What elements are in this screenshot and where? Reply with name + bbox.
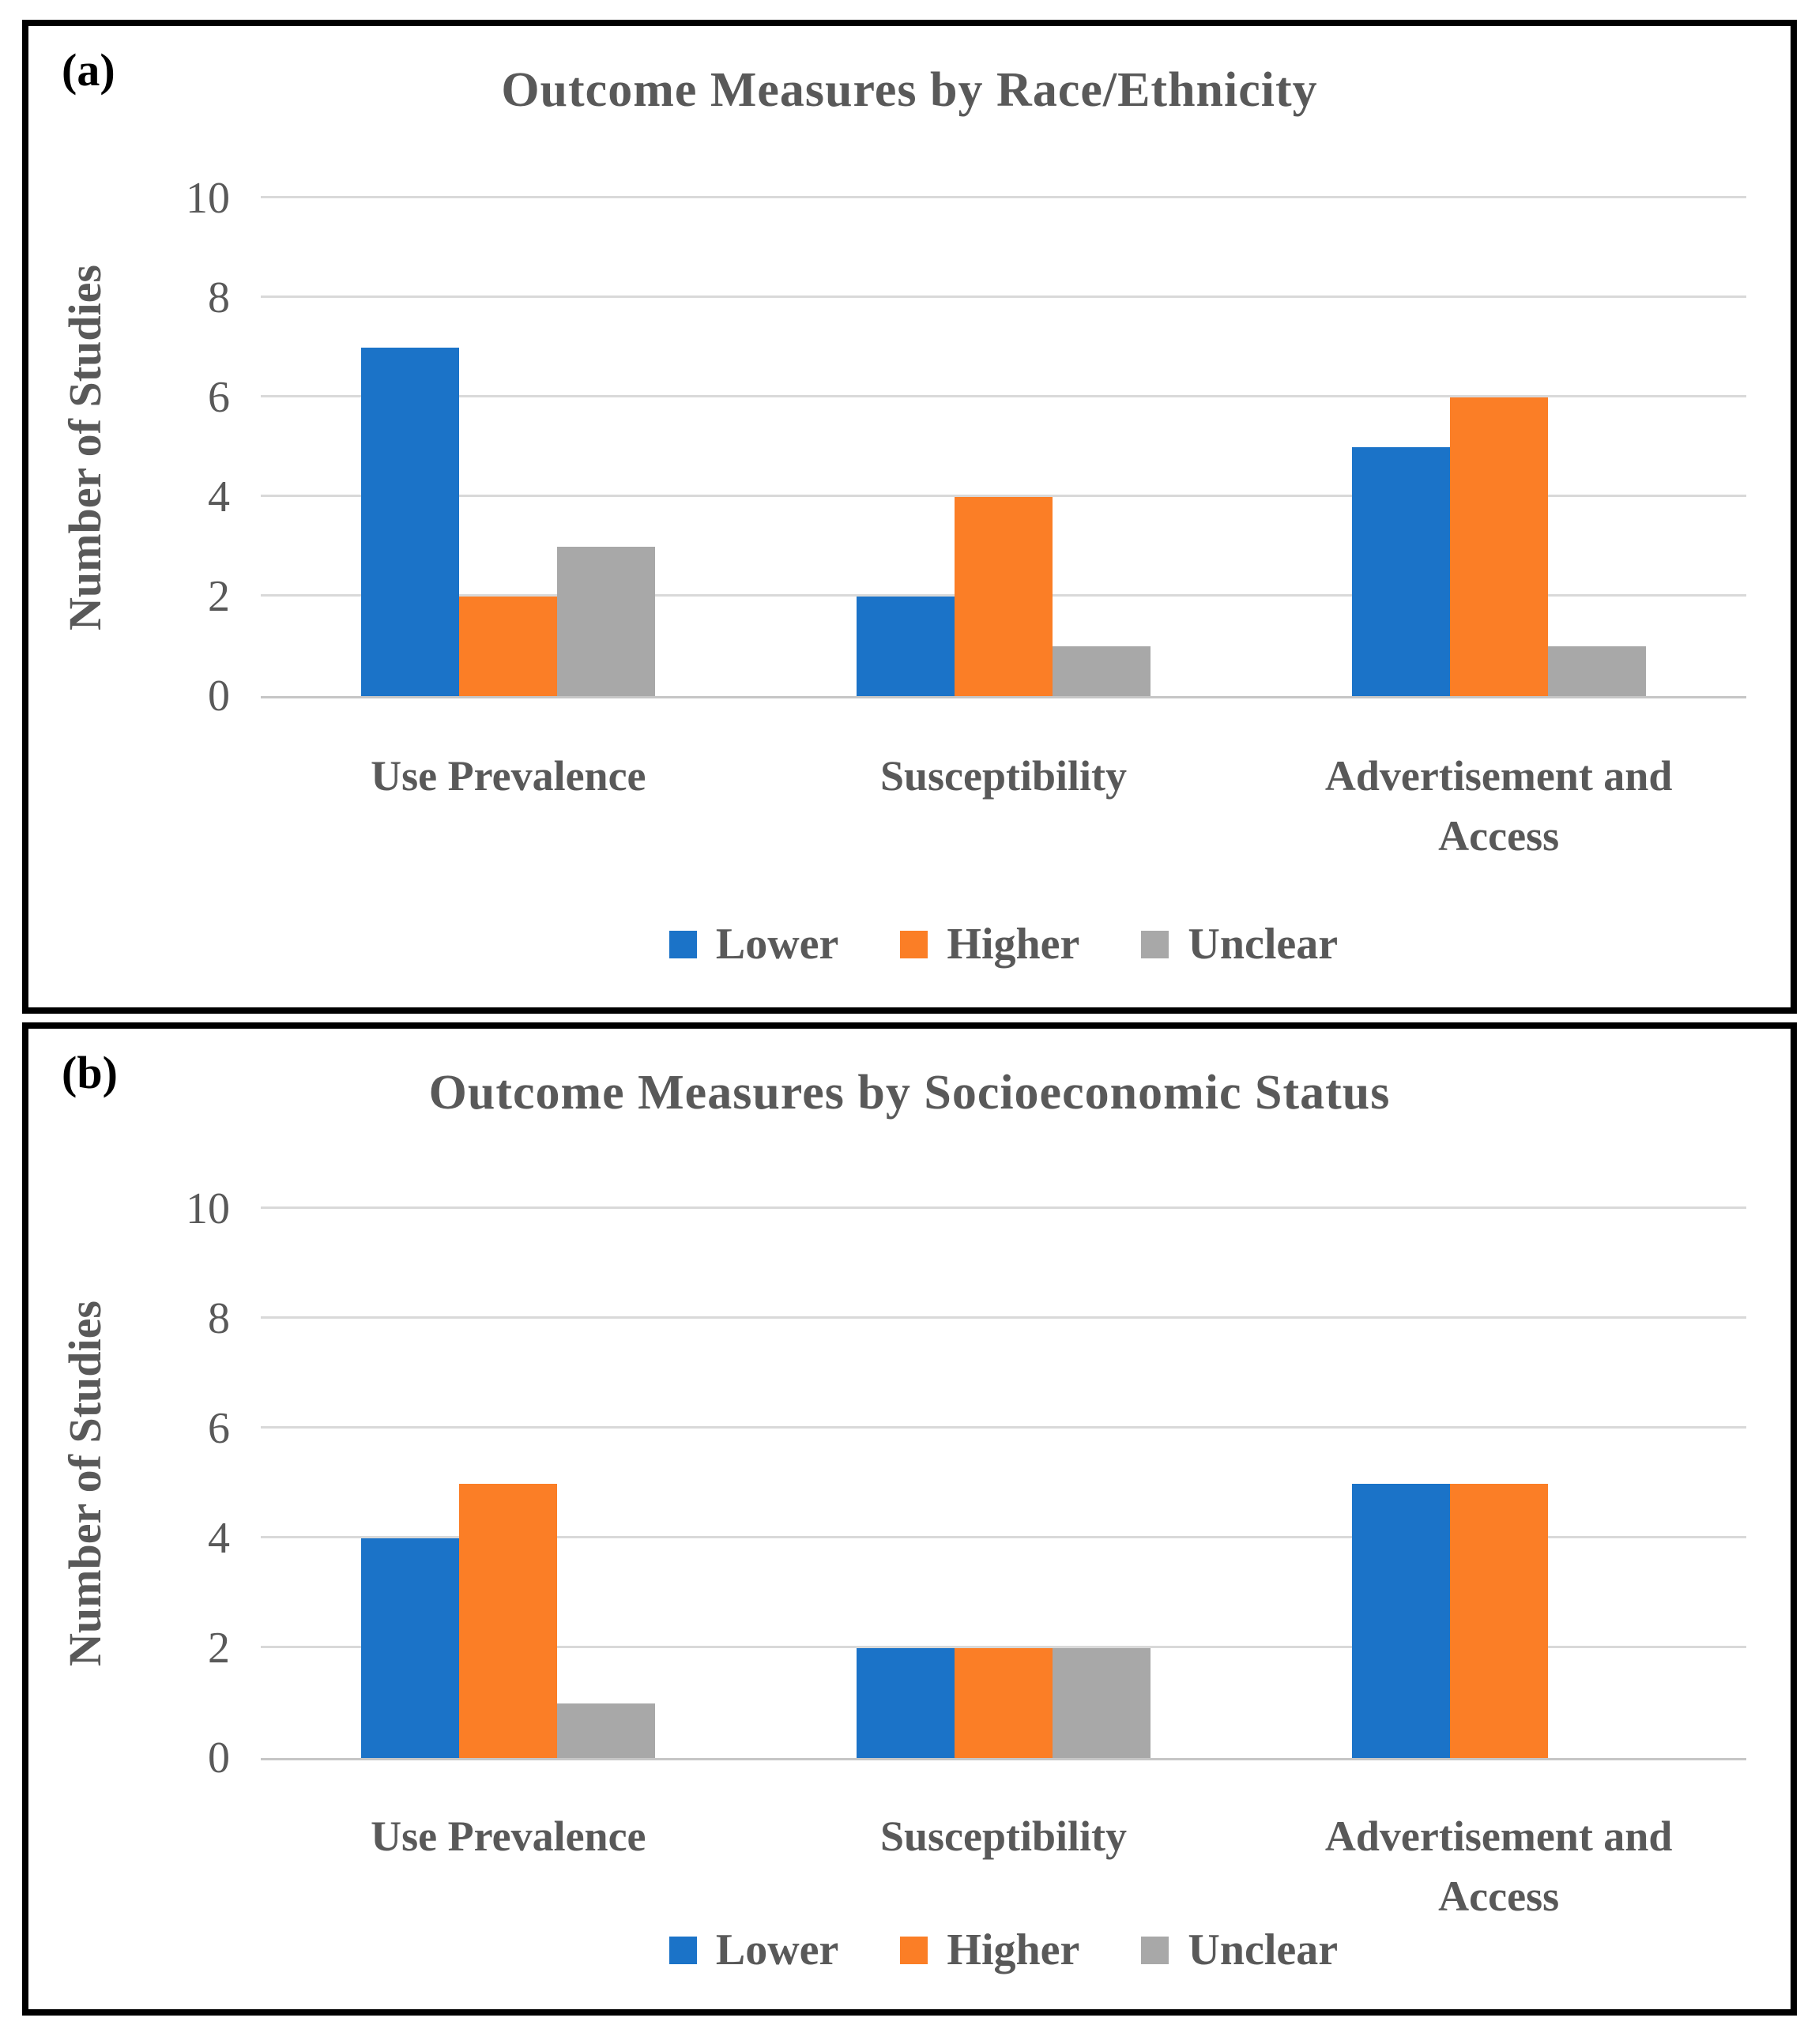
gridline (261, 395, 1746, 397)
legend-label: Unclear (1188, 1925, 1339, 1974)
plot-area (261, 1206, 1746, 1760)
y-tick-label: 2 (208, 1624, 230, 1673)
y-tick-label: 6 (208, 1404, 230, 1453)
bar-group (1251, 1209, 1746, 1758)
bar-group (756, 198, 1252, 696)
gridline (261, 1206, 1746, 1209)
bar-unclear (557, 1703, 656, 1758)
y-tick-label: 10 (186, 1184, 230, 1233)
legend-swatch-lower (668, 1936, 697, 1964)
bar-higher (459, 1483, 558, 1758)
bar-group (1251, 198, 1746, 696)
gridline (261, 295, 1746, 298)
bar-lower (856, 1648, 955, 1758)
gridline (261, 1536, 1746, 1538)
legend-item: Unclear (1141, 922, 1338, 966)
gridline (261, 196, 1746, 198)
panel-b: (b) Outcome Measures by Socioeconomic St… (22, 1022, 1797, 2016)
bar-higher (1449, 1483, 1548, 1758)
bar-group (261, 1209, 756, 1758)
y-tick-label: 6 (208, 373, 230, 422)
x-category-label: Susceptibility (879, 752, 1128, 800)
bar-unclear (557, 547, 656, 696)
y-tick-label: 8 (208, 1294, 230, 1343)
bar-higher (954, 497, 1053, 696)
x-axis-labels: Use Prevalence Susceptibility Advertisemen… (261, 747, 1746, 866)
y-tick-label: 10 (186, 174, 230, 223)
gridline (261, 1646, 1746, 1648)
x-category-label: Use Prevalence (371, 752, 646, 800)
bar-lower (1351, 1483, 1450, 1758)
bar-higher (954, 1648, 1053, 1758)
x-category-label: Advertisement and Access (1324, 752, 1673, 860)
legend-item: Higher (900, 922, 1079, 966)
y-tick-label: 8 (208, 273, 230, 322)
bar-lower (361, 1538, 460, 1758)
bar-higher (459, 597, 558, 696)
legend-item: Lower (668, 1925, 839, 1974)
legend-label: Unclear (1188, 920, 1339, 969)
chart-title: Outcome Measures by Socioeconomic Status (428, 1066, 1391, 1120)
panel-label-a: (a) (62, 44, 115, 96)
legend-swatch-higher (900, 1936, 928, 1964)
gridline (261, 1316, 1746, 1319)
chart-title: Outcome Measures by Race/Ethnicity (501, 63, 1318, 117)
bar-group (261, 198, 756, 696)
bar-lower (361, 348, 460, 696)
legend-item: Lower (668, 920, 839, 969)
x-category-label: Use Prevalence (371, 1812, 646, 1860)
legend-swatch-lower (668, 930, 697, 958)
legend-label: Higher (947, 1925, 1080, 1974)
x-category-label: Advertisement and Access (1324, 1812, 1673, 1920)
legend-label: Lower (715, 1925, 839, 1974)
y-axis-ticks: 0 2 4 6 8 10 (68, 176, 230, 718)
x-axis-labels: Use Prevalence Susceptibility Advertisemen… (261, 1807, 1746, 1926)
panel-label-b: (b) (62, 1047, 118, 1098)
plot-area (261, 196, 1746, 698)
y-tick-label: 4 (208, 1514, 230, 1563)
bar-lower (856, 597, 955, 696)
y-tick-label: 2 (208, 572, 230, 621)
bar-lower (1351, 447, 1450, 696)
x-category-label: Susceptibility (879, 1812, 1128, 1860)
legend-item: Higher (900, 1928, 1079, 1972)
bar-group (756, 1209, 1252, 1758)
bar-unclear (1547, 646, 1646, 696)
y-tick-label: 0 (208, 1733, 230, 1782)
bar-unclear (1052, 646, 1151, 696)
y-tick-label: 4 (208, 472, 230, 521)
legend-swatch-unclear (1141, 930, 1169, 958)
panel-a: (a) Outcome Measures by Race/Ethnicity N… (22, 20, 1797, 1014)
bar-higher (1449, 397, 1548, 696)
legend-label: Higher (947, 920, 1080, 969)
gridline (261, 495, 1746, 497)
legend: Lower Higher Unclear (261, 1928, 1746, 1972)
legend-label: Lower (715, 920, 839, 969)
legend: Lower Higher Unclear (261, 922, 1746, 966)
gridline (261, 1426, 1746, 1429)
legend-item: Unclear (1141, 1928, 1338, 1972)
y-tick-label: 0 (208, 672, 230, 721)
legend-swatch-higher (900, 930, 928, 958)
y-axis-ticks: 0 2 4 6 8 10 (68, 1187, 230, 1780)
legend-swatch-unclear (1141, 1936, 1169, 1964)
bar-unclear (1052, 1648, 1151, 1758)
